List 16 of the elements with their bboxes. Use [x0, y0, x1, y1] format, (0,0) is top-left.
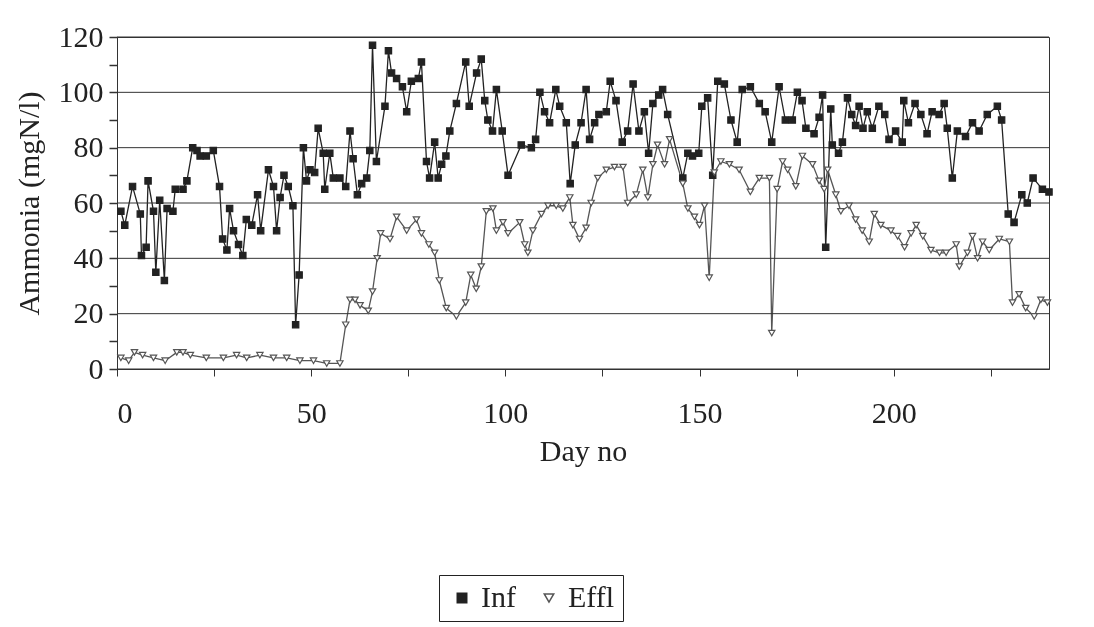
y-tick-label: 0 [88, 351, 104, 385]
legend-label: Effl [568, 580, 615, 613]
x-tick-label: 200 [871, 395, 917, 429]
legend-label: Inf [481, 580, 516, 613]
x-tick-label: 150 [677, 395, 723, 429]
y-tick-label: 40 [73, 240, 104, 274]
y-tick-label: 120 [58, 19, 104, 53]
x-tick-label: 50 [296, 395, 327, 429]
y-tick-label: 20 [73, 296, 104, 330]
y-tick-label: 100 [58, 74, 104, 108]
y-tick-label: 60 [73, 185, 104, 219]
x-axis-title: Day no [539, 433, 628, 467]
x-tick-label: 100 [483, 395, 529, 429]
y-tick-label: 80 [73, 130, 104, 164]
y-axis-title: Ammonia (mgN/l) [11, 91, 46, 316]
x-tick-label: 0 [117, 395, 133, 429]
